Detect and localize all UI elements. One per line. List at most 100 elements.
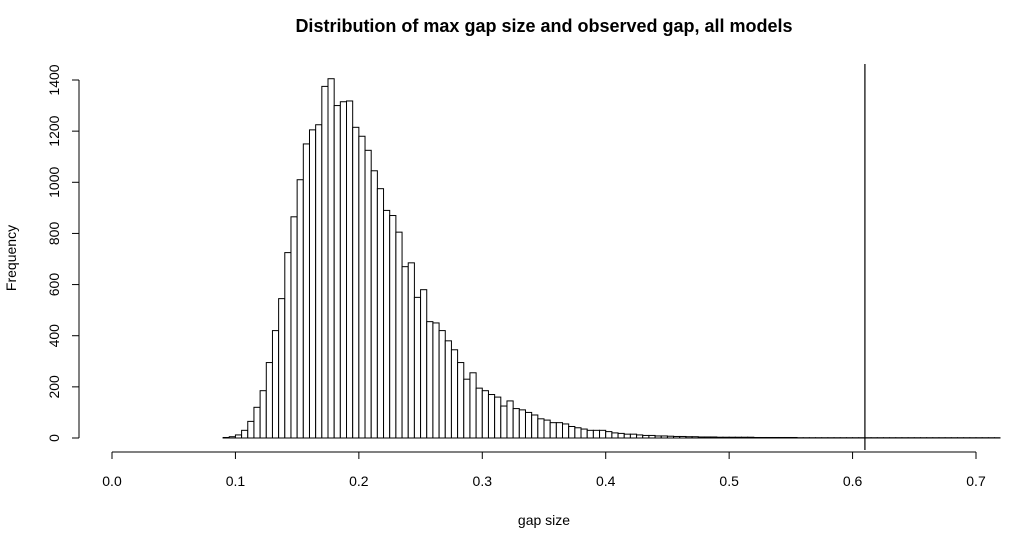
histogram-bar (790, 436, 798, 439)
histogram-bar (740, 436, 749, 439)
x-tick-label: 0.5 (719, 473, 739, 489)
y-tick-label: 1000 (46, 167, 62, 198)
y-tick-label: 200 (46, 375, 62, 399)
histogram-bar (710, 436, 718, 439)
histogram-bar (315, 124, 323, 439)
histogram-bar (358, 135, 366, 439)
histogram-bar (759, 436, 767, 439)
x-tick-label: 0.0 (102, 473, 122, 489)
histogram-bar (463, 378, 471, 439)
histogram-bar (531, 414, 539, 439)
y-axis: 0 200 400 600 800 1000 1200 1400 (46, 64, 80, 442)
x-tick-label: 0.1 (226, 473, 246, 489)
histogram-bar (605, 431, 613, 439)
histogram-bar (586, 429, 594, 439)
histogram-bar (234, 434, 243, 439)
histogram-bar (642, 434, 650, 439)
histogram-bar (500, 405, 508, 439)
histogram-bar (543, 419, 551, 439)
histogram-bar (747, 436, 755, 439)
histogram-bar (321, 85, 329, 439)
histogram-bar (271, 330, 280, 439)
histogram-bar (636, 434, 644, 439)
histogram-bar (376, 188, 385, 439)
x-axis-label: gap size (518, 512, 570, 528)
y-axis-label: Frequency (3, 225, 19, 291)
histogram-bar (290, 216, 298, 439)
histogram-bar (784, 436, 792, 439)
x-tick-label: 0.4 (596, 473, 616, 489)
histogram-bar (395, 231, 403, 439)
histogram-bar (673, 435, 681, 439)
histogram-bar (284, 252, 292, 439)
histogram-bar (247, 420, 255, 439)
histogram-bar (654, 435, 662, 439)
histogram-bar (679, 435, 687, 439)
histogram-bar (685, 436, 693, 439)
y-tick-label: 400 (46, 324, 62, 348)
histogram-bar (753, 436, 761, 439)
x-tick-label: 0.6 (843, 473, 863, 489)
histogram-bar (265, 362, 273, 439)
chart-title: Distribution of max gap size and observe… (295, 16, 792, 36)
histogram-bar (734, 436, 742, 439)
histogram-bar (487, 394, 496, 439)
histogram-bar (697, 436, 705, 439)
histogram-bar (562, 423, 570, 439)
histogram-bar (228, 436, 236, 439)
histogram-bar (253, 406, 261, 439)
histogram-bar (660, 435, 668, 439)
histogram-bar (592, 429, 601, 439)
histogram-bar (599, 429, 607, 439)
histogram-bar (580, 428, 588, 439)
histogram-bar (512, 408, 520, 439)
histogram-bar (450, 349, 459, 439)
histogram-bar (426, 321, 434, 439)
histogram-bar (333, 105, 341, 439)
histogram-bar (444, 340, 452, 439)
histogram-bar (432, 322, 440, 439)
x-tick-label: 0.2 (349, 473, 369, 489)
histogram-bar (771, 436, 780, 439)
histogram-bar (568, 425, 576, 439)
histogram-bar (346, 100, 354, 439)
histogram-bar (457, 362, 465, 439)
histogram-bar (524, 411, 533, 439)
histogram-bar (555, 422, 564, 439)
histogram-bar (241, 429, 249, 439)
x-tick-label: 0.7 (966, 473, 986, 489)
histogram-bar (438, 330, 446, 439)
histogram-bar (716, 436, 724, 439)
histogram-bar (629, 433, 638, 439)
histogram-bar (778, 436, 786, 439)
histogram-bar (648, 434, 656, 439)
y-tick-label: 1400 (46, 64, 62, 95)
histogram-bar (475, 387, 483, 439)
histogram-bar (481, 390, 489, 439)
histogram-bar (691, 436, 699, 439)
histogram-bar (413, 296, 422, 439)
histogram-bar (302, 143, 310, 439)
histogram-bar (420, 289, 428, 439)
histogram-bar (617, 432, 625, 439)
histogram-bar (666, 435, 675, 439)
histogram-bar (506, 400, 514, 439)
y-tick-label: 0 (46, 434, 62, 442)
histogram-bar (364, 149, 372, 439)
histogram-bar (407, 262, 415, 439)
histogram-bar (339, 101, 348, 439)
histogram-bar (611, 432, 619, 439)
histogram-bar (765, 436, 773, 439)
histogram-bar (494, 396, 502, 439)
histogram-bars (222, 78, 1001, 439)
histogram-bar (352, 126, 360, 439)
histogram-bar (623, 433, 631, 439)
histogram-bar (222, 436, 230, 439)
histogram-bar (469, 372, 477, 439)
histogram-bar (278, 298, 286, 439)
histogram-bar (308, 129, 317, 439)
histogram-bar (518, 409, 526, 439)
histogram-bar (728, 436, 736, 439)
y-tick-label: 1200 (46, 115, 62, 146)
